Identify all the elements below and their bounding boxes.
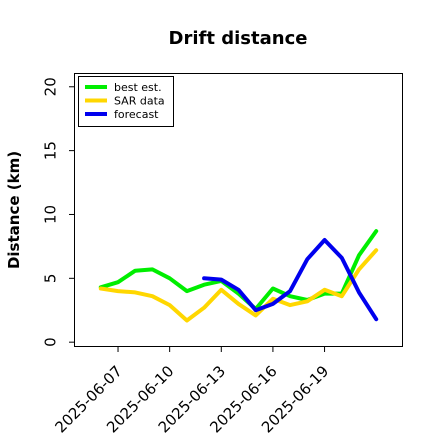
series-layer: [98, 229, 379, 323]
series-line-forecast: [202, 238, 379, 322]
legend-label: best est.: [114, 81, 162, 94]
y-tick-label: 15: [41, 141, 59, 160]
y-tick-label: 20: [41, 77, 59, 96]
legend-label: SAR data: [114, 95, 165, 108]
x-axis: 2025-06-072025-06-102025-06-132025-06-16…: [51, 346, 332, 436]
y-axis: 0 5 10 15 20: [41, 77, 75, 347]
plot-frame: [74, 73, 403, 347]
series-line-sar-data: [98, 248, 379, 323]
y-axis-label: Distance (km): [5, 151, 23, 269]
y-tick-label: 5: [41, 274, 59, 284]
y-tick-label: 0: [41, 337, 59, 347]
legend-label: forecast: [114, 108, 159, 121]
chart-title: Drift distance: [169, 28, 308, 49]
y-tick-label: 10: [41, 205, 59, 224]
series-line-best-est: [98, 229, 379, 311]
